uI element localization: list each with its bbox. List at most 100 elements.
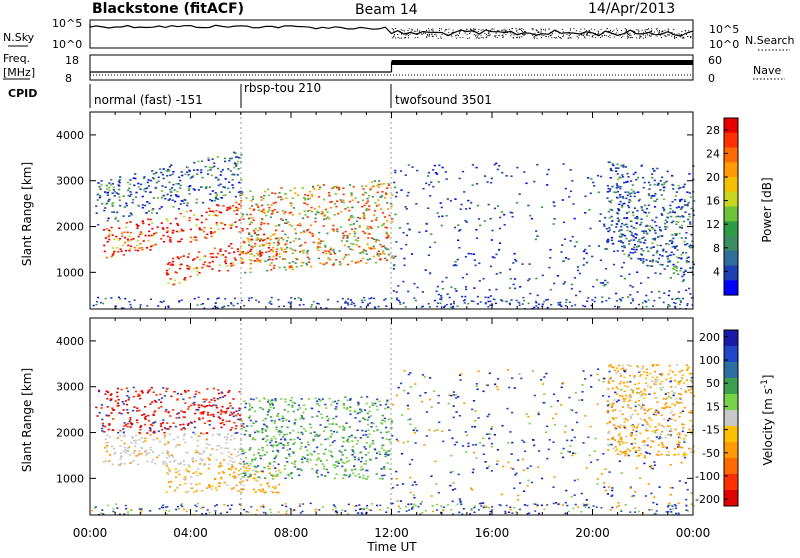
scatter-cell — [216, 459, 218, 461]
scatter-cell — [172, 171, 174, 173]
scatter-cell — [312, 235, 314, 237]
scatter-cell — [233, 251, 235, 253]
scatter-cell — [629, 381, 631, 383]
scatter-cell — [210, 169, 212, 171]
noise-dot — [490, 30, 491, 31]
scatter-cell — [184, 476, 186, 478]
scatter-cell — [465, 286, 467, 288]
scatter-cell — [665, 402, 667, 404]
scatter-cell — [241, 192, 243, 194]
scatter-cell — [476, 183, 478, 185]
scatter-cell — [437, 402, 439, 404]
scatter-cell — [401, 453, 403, 455]
scatter-cell — [196, 274, 198, 276]
scatter-cell — [615, 192, 617, 194]
scatter-cell — [287, 221, 289, 223]
scatter-cell — [238, 490, 240, 492]
scatter-cell — [113, 211, 115, 213]
scatter-cell — [255, 239, 257, 241]
scatter-cell — [596, 483, 598, 485]
noise-dot — [585, 37, 586, 38]
scatter-cell — [302, 456, 304, 458]
noise-dot — [621, 37, 622, 38]
scatter-cell — [633, 191, 635, 193]
scatter-cell — [360, 260, 362, 262]
scatter-cell — [486, 434, 488, 436]
scatter-cell — [403, 302, 405, 304]
scatter-cell — [253, 422, 255, 424]
scatter-cell — [371, 186, 373, 188]
noise-dot — [677, 34, 678, 35]
scatter-cell — [224, 395, 226, 397]
scatter-cell — [268, 247, 270, 249]
scatter-cell — [170, 239, 172, 241]
scatter-cell — [123, 254, 125, 256]
scatter-cell — [169, 471, 171, 473]
scatter-cell — [655, 261, 657, 263]
scatter-cell — [679, 233, 681, 235]
scatter-cell — [126, 404, 128, 406]
scatter-cell — [226, 439, 228, 441]
scatter-cell — [509, 269, 511, 271]
scatter-cell — [686, 365, 688, 367]
scatter-cell — [259, 400, 261, 402]
scatter-cell — [415, 203, 417, 205]
scatter-cell — [407, 393, 409, 395]
scatter-cell — [309, 210, 311, 212]
scatter-cell — [413, 494, 415, 496]
scatter-cell — [676, 434, 678, 436]
scatter-cell — [452, 307, 454, 309]
scatter-cell — [367, 430, 369, 432]
scatter-cell — [323, 199, 325, 201]
scatter-cell — [630, 239, 632, 241]
scatter-cell — [123, 432, 125, 434]
scatter-cell — [458, 474, 460, 476]
scatter-cell — [429, 195, 431, 197]
scatter-cell — [158, 181, 160, 183]
scatter-cell — [394, 256, 396, 258]
scatter-cell — [440, 505, 442, 507]
scatter-cell — [106, 203, 108, 205]
scatter-cell — [257, 431, 259, 433]
scatter-cell — [119, 298, 121, 300]
scatter-cell — [644, 239, 646, 241]
scatter-cell — [611, 186, 613, 188]
scatter-cell — [563, 283, 565, 285]
scatter-cell — [235, 410, 237, 412]
scatter-cell — [351, 195, 353, 197]
scatter-cell — [308, 398, 310, 400]
scatter-cell — [288, 420, 290, 422]
scatter-cell — [646, 247, 648, 249]
scatter-cell — [116, 392, 118, 394]
scatter-cell — [222, 169, 224, 171]
scatter-cell — [329, 445, 331, 447]
scatter-cell — [317, 457, 319, 459]
scatter-cell — [351, 304, 353, 306]
scatter-cell — [130, 307, 132, 309]
scatter-cell — [376, 406, 378, 408]
scatter-cell — [450, 200, 452, 202]
scatter-cell — [394, 170, 396, 172]
scatter-cell — [394, 172, 396, 174]
scatter-cell — [485, 461, 487, 463]
scatter-cell — [132, 199, 134, 201]
scatter-cell — [131, 462, 133, 464]
scatter-cell — [652, 502, 654, 504]
scatter-cell — [224, 482, 226, 484]
scatter-cell — [129, 184, 131, 186]
noise-dot — [678, 33, 679, 34]
scatter-cell — [473, 301, 475, 303]
scatter-cell — [398, 506, 400, 508]
scatter-cell — [157, 226, 159, 228]
scatter-cell — [179, 187, 181, 189]
scatter-cell — [477, 205, 479, 207]
scatter-cell — [170, 396, 172, 398]
scatter-cell — [354, 233, 356, 235]
scatter-cell — [533, 445, 535, 447]
scatter-cell — [206, 487, 208, 489]
scatter-cell — [330, 249, 332, 251]
scatter-cell — [175, 194, 177, 196]
scatter-cell — [121, 413, 123, 415]
scatter-cell — [533, 181, 535, 183]
scatter-cell — [264, 477, 266, 479]
